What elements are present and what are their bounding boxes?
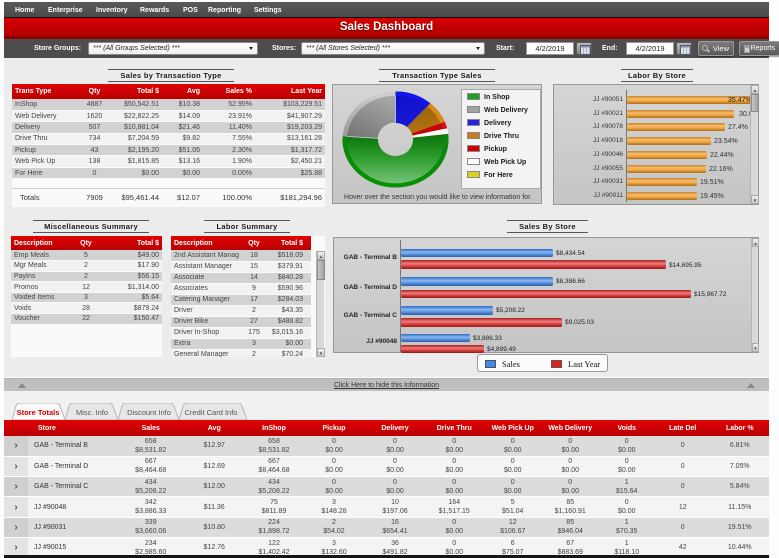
svg-text:Discount Info: Discount Info <box>127 408 171 417</box>
svg-text:Store Totals: Store Totals <box>17 408 60 417</box>
svg-text:Credit Card Info: Credit Card Info <box>185 408 238 417</box>
svg-text:Misc. Info: Misc. Info <box>76 408 108 417</box>
